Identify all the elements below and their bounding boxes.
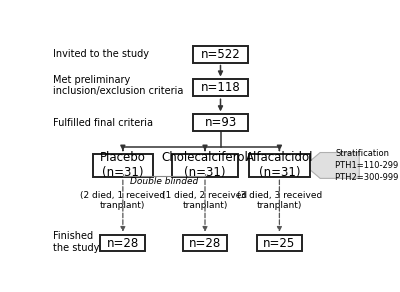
Text: n=118: n=118 [201,81,240,94]
Bar [100,234,145,251]
Text: Alfacalcidol
(n=31): Alfacalcidol (n=31) [246,152,313,180]
Polygon shape [305,152,359,178]
Text: n=28: n=28 [107,237,139,250]
Bar [182,234,228,251]
Text: n=28: n=28 [189,237,221,250]
Bar [193,114,248,131]
Text: n=522: n=522 [201,48,240,61]
Text: Finished
the study: Finished the study [53,231,100,253]
Text: Fulfilled final criteria: Fulfilled final criteria [53,118,153,128]
Text: Cholecalciferol
(n=31): Cholecalciferol (n=31) [162,152,248,180]
Text: n=25: n=25 [263,237,296,250]
Bar [257,234,302,251]
Text: Met preliminary
inclusion/exclusion criteria: Met preliminary inclusion/exclusion crit… [53,75,184,96]
Text: (1 died, 2 received
tranplant): (1 died, 2 received tranplant) [162,191,248,210]
Bar [93,154,153,177]
Text: Placebo
(n=31): Placebo (n=31) [100,152,146,180]
Bar [172,154,238,177]
Text: Invited to the study: Invited to the study [53,49,149,59]
Text: Double blinded: Double blinded [130,177,198,186]
Bar [249,154,310,177]
Text: (2 died, 1 received
tranplant): (2 died, 1 received tranplant) [80,191,166,210]
Bar [193,79,248,96]
Text: Stratification
PTH1=110-299 pg/ml
PTH2=300-999 pg/ml: Stratification PTH1=110-299 pg/ml PTH2=3… [335,149,400,182]
Text: n=93: n=93 [204,116,237,129]
Text: (3 died, 3 received
tranplant): (3 died, 3 received tranplant) [237,191,322,210]
Bar [193,46,248,62]
